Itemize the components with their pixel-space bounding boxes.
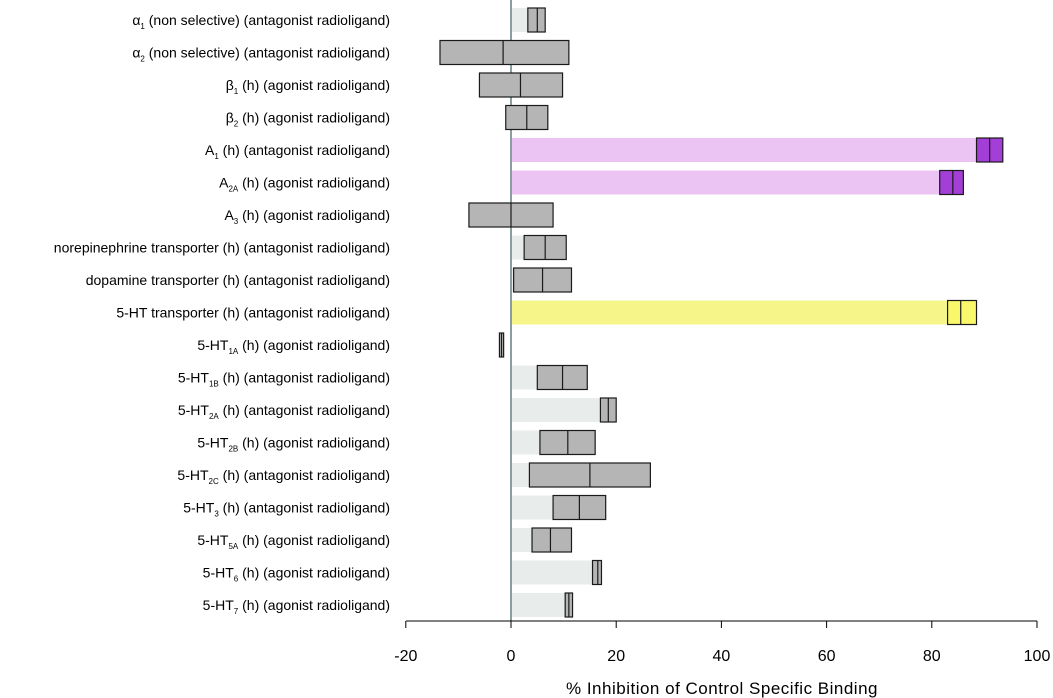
bars-layer <box>511 8 990 617</box>
row-label: 5-HT1A (h) (agonist radioligand) <box>197 337 390 356</box>
x-tick-label: 80 <box>923 648 941 665</box>
row-labels: α1 (non selective) (antagonist radioliga… <box>54 12 390 616</box>
row-label: norepinephrine transporter (h) (antagoni… <box>54 240 390 256</box>
range-box <box>439 39 570 66</box>
bar <box>511 593 569 617</box>
x-axis-title: % Inhibition of Control Specific Binding <box>566 679 878 698</box>
row-label: 5-HT2C (h) (antagonist radioligand) <box>177 467 390 486</box>
row-label: 5-HT2A (h) (antagonist radioligand) <box>178 402 390 421</box>
bar <box>511 138 990 162</box>
row-label: A3 (h) (agonist radioligand) <box>224 207 390 226</box>
row-label: 5-HT7 (h) (agonist radioligand) <box>203 597 390 616</box>
range-box <box>531 527 573 553</box>
x-tick-label: -20 <box>394 648 417 665</box>
range-box <box>946 299 978 326</box>
row-label: A2A (h) (agonist radioligand) <box>219 175 390 194</box>
row-label: 5-HT2B (h) (agonist radioligand) <box>197 435 390 454</box>
row-label: α1 (non selective) (antagonist radioliga… <box>132 12 390 31</box>
bar <box>511 398 609 422</box>
x-tick-label: 100 <box>1024 648 1051 665</box>
row-label: A1 (h) (antagonist radioligand) <box>205 142 390 161</box>
bar <box>511 170 953 195</box>
row-label: β2 (h) (agonist radioligand) <box>226 110 390 129</box>
row-label: β1 (h) (agonist radioligand) <box>226 77 390 96</box>
row-label: 5-HT1B (h) (antagonist radioligand) <box>178 370 390 389</box>
row-label: 5-HT6 (h) (agonist radioligand) <box>203 565 390 584</box>
range-box <box>591 559 603 586</box>
row-label: dopamine transporter (h) (antagonist rad… <box>86 272 390 288</box>
x-tick-label: 40 <box>713 648 731 665</box>
x-tick-label: 20 <box>607 648 625 665</box>
boxes-layer <box>439 7 1004 618</box>
row-label: 5-HT3 (h) (antagonist radioligand) <box>183 500 390 519</box>
range-box <box>939 169 964 196</box>
x-tick-label: 60 <box>818 648 836 665</box>
row-label: α2 (non selective) (antagonist radioliga… <box>132 45 390 64</box>
bar <box>511 300 961 325</box>
x-axis: -20 0 20 40 60 80 100 <box>394 620 1051 665</box>
row-label: 5-HT transporter (h) (antagonist radioli… <box>116 305 390 321</box>
bar <box>511 560 598 585</box>
range-box <box>527 7 546 33</box>
row-label: 5-HT5A (h) (agonist radioligand) <box>197 532 390 551</box>
x-tick-label: 0 <box>507 648 516 665</box>
